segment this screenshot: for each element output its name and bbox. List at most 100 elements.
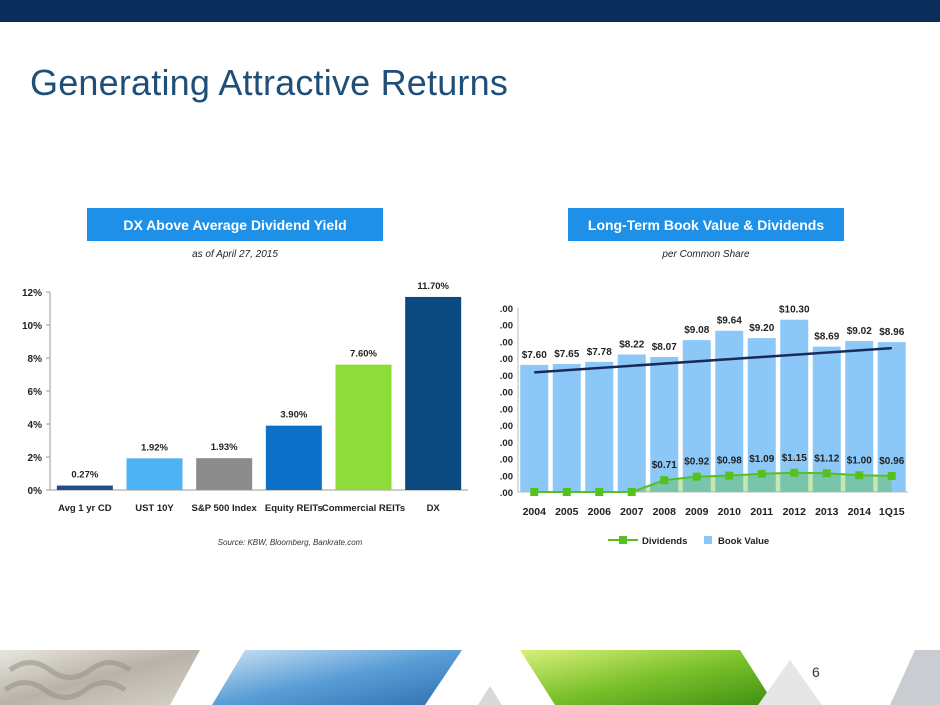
yield-bar — [56, 485, 113, 490]
y-tick-label: .00 — [500, 388, 513, 399]
book-value-label: $9.20 — [749, 323, 774, 334]
y-tick-label: 12% — [22, 288, 42, 299]
book-value-bar — [650, 357, 679, 492]
y-tick-label: .00 — [500, 337, 513, 348]
y-tick-label: .00 — [500, 371, 513, 382]
year-label: 2009 — [685, 506, 709, 518]
dividend-marker — [887, 471, 896, 480]
y-tick-label: 0% — [28, 486, 43, 497]
dividends-area — [534, 472, 892, 492]
y-tick-label: 2% — [28, 453, 43, 464]
dividend-marker — [692, 472, 701, 481]
y-tick-label: .00 — [500, 421, 513, 432]
book-value-label: $7.65 — [554, 349, 579, 360]
yield-data-label: 0.27% — [71, 470, 98, 481]
left-chart-subtitle: as of April 27, 2015 — [192, 249, 278, 260]
dividend-label: $1.00 — [847, 455, 872, 466]
page-title: Generating Attractive Returns — [30, 62, 509, 103]
y-tick-label: 4% — [28, 420, 43, 431]
yield-data-label: 1.93% — [211, 442, 238, 453]
category-label: S&P 500 Index — [192, 503, 258, 514]
right-chart-subtitle: per Common Share — [662, 249, 750, 260]
grey-corner-image — [890, 650, 940, 705]
dividend-label: $0.92 — [684, 457, 709, 468]
y-tick-label: .00 — [500, 354, 513, 365]
book-value-label: $9.08 — [684, 325, 709, 336]
year-label: 2010 — [718, 506, 742, 518]
page-number: 6 — [812, 664, 820, 680]
sky-image — [212, 650, 462, 705]
yield-bar — [265, 425, 322, 490]
dividend-label: $1.15 — [782, 453, 807, 464]
book-value-dividends-chart: .00 .00 .00 .00 .00 .00 .00 .00 .00 .00 .00 .00 $7.6… — [500, 304, 908, 547]
dividends-line — [534, 471, 892, 493]
dividend-marker — [855, 471, 864, 480]
book-value-label: $9.02 — [847, 326, 872, 337]
yield-bar — [405, 296, 462, 490]
category-label: Avg 1 yr CD — [58, 503, 112, 514]
year-label: 2008 — [653, 506, 677, 518]
right-chart-header: Long-Term Book Value & Dividends — [568, 208, 844, 241]
y-tick-label: 10% — [22, 321, 42, 332]
y-tick-label: .00 — [500, 488, 513, 499]
yield-data-label: 11.70% — [417, 281, 449, 292]
dividend-label: $1.09 — [749, 454, 774, 465]
legend-book-value-label: Book Value — [718, 536, 769, 547]
trend-line — [534, 346, 892, 374]
book-value-label: $7.60 — [522, 350, 547, 361]
book-value-label: $8.07 — [652, 342, 677, 353]
category-label: Equity REITs — [265, 503, 323, 514]
year-label: 2013 — [815, 506, 839, 518]
y-tick-label: 6% — [28, 387, 43, 398]
book-value-label: $10.30 — [779, 305, 810, 316]
book-value-bar — [812, 346, 841, 492]
yield-bar — [196, 458, 253, 490]
dividend-marker — [822, 469, 831, 478]
left-chart-header: DX Above Average Dividend Yield — [87, 208, 383, 241]
book-value-label: $7.78 — [587, 347, 612, 358]
y-tick-label: .00 — [500, 404, 513, 415]
book-value-label: $8.22 — [619, 340, 644, 351]
leaf-image — [520, 650, 775, 705]
y-tick-label: 8% — [28, 354, 43, 365]
year-label: 2011 — [750, 506, 773, 518]
triangle-accent-1 — [478, 686, 502, 705]
footer-image-strip — [0, 650, 940, 705]
dividend-marker — [530, 488, 539, 496]
chart-source-note: Source: KBW, Bloomberg, Bankrate.com — [217, 538, 363, 547]
y-tick-label: .00 — [500, 304, 513, 315]
y-tick-label: .00 — [500, 471, 513, 482]
book-value-bar — [617, 354, 646, 492]
rope-strands — [3, 660, 132, 700]
yield-data-label: 1.92% — [141, 442, 168, 453]
dividend-marker — [562, 488, 571, 496]
y-tick-label: .00 — [500, 438, 513, 449]
category-label: Commercial REITs — [322, 503, 405, 514]
legend-dividends-label: Dividends — [642, 536, 687, 547]
book-value-bar — [585, 361, 614, 492]
book-value-bar — [780, 319, 809, 492]
dividend-label: $0.96 — [879, 456, 904, 467]
dividend-marker — [627, 488, 636, 496]
category-label: DX — [427, 503, 441, 514]
dividend-marker — [790, 468, 799, 477]
legend-dividends-marker — [619, 536, 627, 544]
year-label: 2014 — [848, 506, 872, 518]
dividend-label: $1.12 — [814, 453, 839, 464]
book-value-bar — [715, 330, 744, 492]
triangle-accent-2 — [758, 660, 822, 705]
top-banner — [0, 0, 940, 22]
dividend-label: $0.98 — [717, 456, 742, 467]
year-label: 2005 — [555, 506, 579, 518]
year-label: 1Q15 — [879, 506, 905, 518]
dividend-marker — [660, 476, 669, 485]
yield-bar — [335, 364, 392, 490]
y-tick-label: .00 — [500, 455, 513, 466]
book-value-bar — [520, 364, 549, 492]
year-label: 2006 — [588, 506, 612, 518]
book-value-bar — [682, 340, 711, 492]
legend-book-value-swatch — [704, 536, 712, 544]
book-value-bar — [552, 364, 581, 492]
yield-data-label: 7.60% — [350, 349, 377, 360]
book-value-label: $9.64 — [717, 316, 742, 327]
